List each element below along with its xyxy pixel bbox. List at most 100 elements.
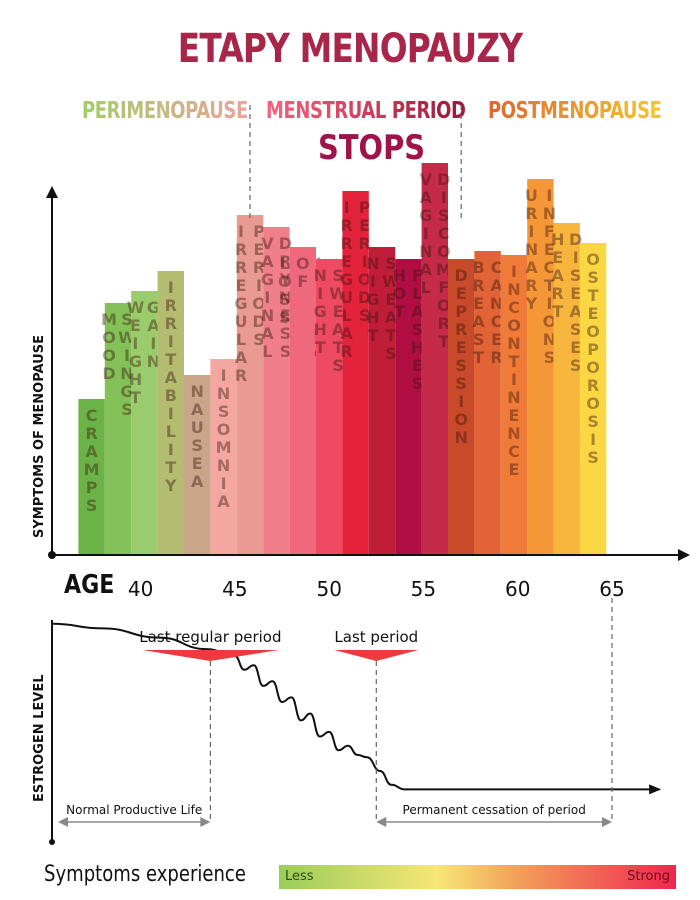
bar-label-letter: A [165, 368, 178, 387]
period-marker: Last regular period [139, 628, 281, 822]
bar-label-letter: N [314, 266, 327, 285]
bar-label-letter: A [472, 312, 485, 331]
bar-label-letter: U [191, 418, 204, 437]
bar-label-letter: R [165, 314, 177, 333]
bar-label-letter: N [543, 204, 556, 223]
bar-label-letter: R [525, 276, 537, 295]
bar-label-letter: I [124, 346, 130, 365]
bar-label-letter: V [420, 170, 433, 189]
bar [157, 271, 184, 555]
bar-label-letter: P [359, 198, 371, 217]
bar-label-letter: A [525, 258, 538, 277]
bar-label-letter: L [236, 330, 246, 349]
legend-title: Symptoms experience [44, 862, 246, 887]
bar-label-letter: I [511, 262, 517, 281]
bar-label-letter: E [552, 248, 563, 267]
x-tick-label: 45 [222, 577, 247, 601]
bar-label-letter: I [317, 284, 323, 303]
bar-label-letter: H [129, 370, 142, 389]
bar-label-letter: I [528, 222, 534, 241]
bar-label-letter: C [491, 312, 503, 331]
period-marker-pointer [334, 650, 419, 661]
bar-label-letter: I [168, 440, 174, 459]
estrogen-line-arrow [649, 784, 662, 795]
bar-label-letter: S [587, 448, 599, 467]
bar-label-letter: F [297, 272, 308, 291]
bar-label-letter: A [570, 302, 583, 321]
bar-label-letter: R [235, 258, 247, 277]
bar-label-letter: E [280, 306, 291, 325]
bar-label-letter: I [221, 366, 227, 385]
bar-label-letter: H [551, 230, 564, 249]
bar-label-letter: E [359, 216, 370, 235]
bar-label-letter: I [256, 276, 262, 295]
bar-label-letter: T [386, 326, 397, 345]
bar-label-letter: T [509, 352, 520, 371]
bar-label-letter: T [333, 338, 344, 357]
bar-label-letter: S [279, 308, 291, 327]
bar-label-letter: S [332, 356, 344, 375]
bar-label-letter: R [490, 348, 502, 367]
estrogen-axis-origin [49, 839, 55, 845]
bar-label-letter: G [314, 302, 327, 321]
bar-label-letter: L [341, 306, 351, 325]
bar-label-letter: S [86, 496, 98, 515]
bar-label-letter: I [370, 272, 376, 291]
bar-label-letter: S [280, 324, 292, 343]
bar-label-letter: M [101, 310, 117, 329]
bar-label-letter: A [217, 492, 230, 511]
bar-label-letter: S [412, 374, 424, 393]
bar [184, 375, 211, 555]
bar-label-letter: S [279, 290, 291, 309]
bar-label-letter: A [340, 324, 353, 343]
x-tick-label: 65 [599, 577, 624, 601]
bar-label-letter: R [279, 252, 291, 271]
bar-label-letter: E [130, 316, 141, 335]
bar-label-letter: R [235, 240, 247, 259]
bar-label-letter: I [423, 224, 429, 243]
bar-label-letter: O [358, 270, 372, 289]
bar-label-letter: R [472, 276, 484, 295]
bar-label-letter: O [296, 254, 310, 273]
bar-label-letter: I [441, 188, 447, 207]
cessation-label: Permanent cessation of period [403, 803, 586, 817]
bar-label-letter: A [332, 320, 345, 339]
bar-label-letter: S [438, 206, 450, 225]
bar-label-letter: N [147, 352, 160, 371]
bar-label-letter: D [358, 288, 371, 307]
bar-label-letter: I [362, 252, 368, 271]
bar-label-letter: I [221, 474, 227, 493]
bar-label-letter: E [386, 290, 397, 309]
bar-label-letter: O [278, 272, 292, 291]
bar-label-letter: B [165, 386, 177, 405]
bar-label-letter: Y [164, 476, 177, 495]
bar-label-letter: U [235, 312, 248, 331]
bar-label-letter: N [419, 242, 432, 261]
period-marker-label: Last regular period [139, 628, 281, 646]
bar-label-letter: L [262, 342, 272, 361]
bar-label-letter: Y [525, 294, 538, 313]
bar-label-letter: D [569, 230, 582, 249]
bar-label-letter: W [127, 298, 145, 317]
bar-label-letter: C [544, 258, 556, 277]
bar-label-letter: I [168, 278, 174, 297]
bar-label-letter: N [279, 288, 292, 307]
bar-label-letter: A [261, 324, 274, 343]
bar-label-letter: F [412, 266, 423, 285]
period-marker-label: Last period [334, 628, 418, 646]
bar-label-letter: O [586, 250, 600, 269]
